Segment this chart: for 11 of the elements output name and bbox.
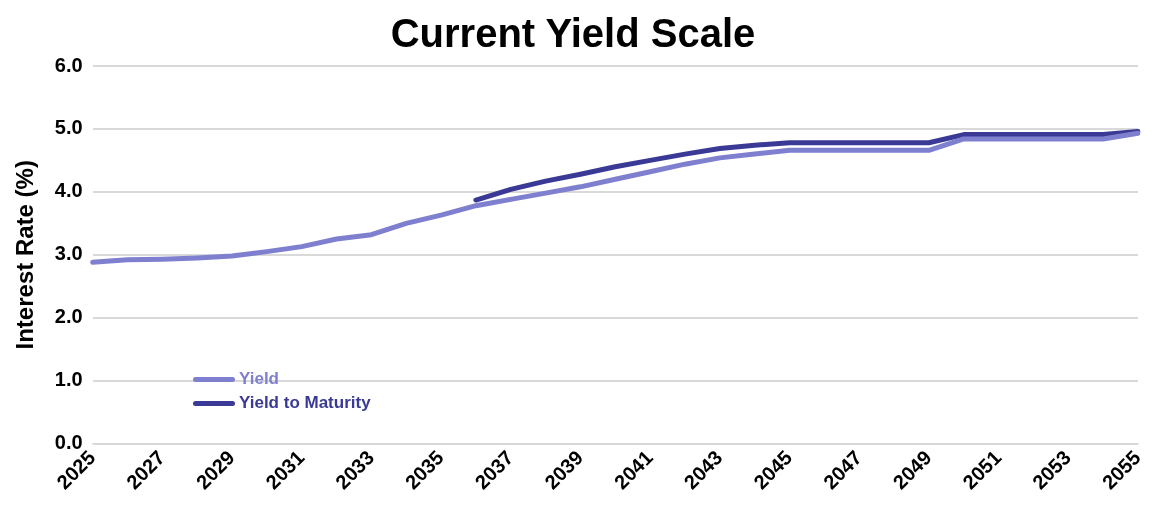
- y-tick-label: 6.0: [54, 53, 83, 76]
- chart-title: Current Yield Scale: [390, 11, 756, 56]
- y-tick-label: 5.0: [54, 116, 83, 139]
- y-tick-label: 1.0: [54, 368, 83, 391]
- y-tick-label: 2.0: [54, 305, 83, 328]
- legend-label: Yield to Maturity: [239, 393, 371, 413]
- y-axis-title: Interest Rate (%): [11, 160, 39, 350]
- y-tick-label: 4.0: [54, 179, 83, 202]
- y-tick-label: 0.0: [54, 431, 83, 454]
- legend-label: Yield: [239, 369, 279, 389]
- y-tick-label: 3.0: [54, 242, 83, 265]
